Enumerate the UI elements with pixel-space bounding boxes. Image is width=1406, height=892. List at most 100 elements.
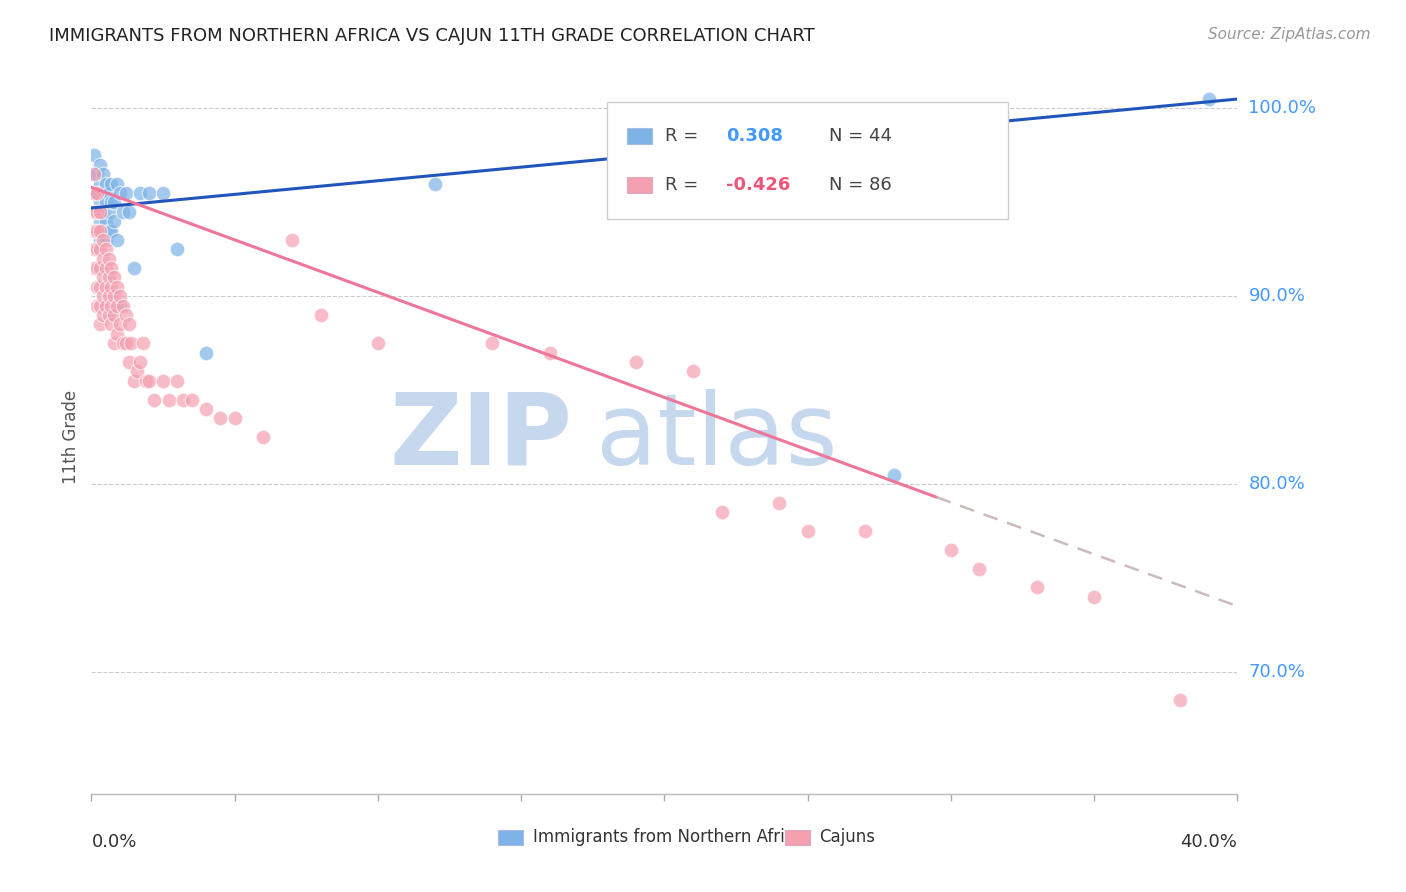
Point bbox=[91, 204, 114, 219]
Point bbox=[83, 204, 105, 219]
Point bbox=[172, 392, 194, 407]
Point bbox=[127, 364, 149, 378]
Point bbox=[97, 223, 120, 237]
Point bbox=[86, 204, 108, 219]
Point bbox=[97, 270, 120, 285]
Point bbox=[1198, 92, 1220, 106]
Text: 70.0%: 70.0% bbox=[1249, 663, 1305, 681]
Point bbox=[111, 299, 134, 313]
Point bbox=[97, 186, 120, 200]
Point bbox=[1083, 590, 1105, 604]
Point bbox=[105, 177, 128, 191]
Point bbox=[105, 326, 128, 341]
Point bbox=[94, 177, 117, 191]
Point bbox=[86, 223, 108, 237]
Point bbox=[157, 392, 180, 407]
Point bbox=[94, 214, 117, 228]
Point bbox=[97, 308, 120, 322]
Point bbox=[114, 186, 136, 200]
Text: N = 86: N = 86 bbox=[830, 176, 891, 194]
Point bbox=[103, 214, 125, 228]
Point bbox=[108, 186, 131, 200]
Point bbox=[86, 186, 108, 200]
Point bbox=[100, 223, 122, 237]
Point bbox=[91, 270, 114, 285]
Point bbox=[86, 261, 108, 276]
Point bbox=[281, 233, 304, 247]
Point bbox=[83, 186, 105, 200]
Point bbox=[94, 280, 117, 294]
Point bbox=[89, 204, 111, 219]
Point bbox=[100, 299, 122, 313]
Point bbox=[166, 374, 188, 388]
Point bbox=[117, 355, 139, 369]
Point bbox=[117, 318, 139, 332]
Point bbox=[152, 186, 174, 200]
Point bbox=[121, 336, 143, 351]
Point bbox=[105, 299, 128, 313]
Point bbox=[796, 524, 818, 538]
Point bbox=[309, 308, 332, 322]
Point bbox=[224, 411, 246, 425]
Point bbox=[89, 214, 111, 228]
Point bbox=[117, 204, 139, 219]
Point bbox=[367, 336, 389, 351]
Point bbox=[969, 561, 991, 575]
Point bbox=[89, 177, 111, 191]
Point bbox=[86, 186, 108, 200]
Point bbox=[209, 411, 232, 425]
Point bbox=[83, 242, 105, 256]
Point bbox=[86, 280, 108, 294]
Point bbox=[103, 336, 125, 351]
Text: 40.0%: 40.0% bbox=[1181, 833, 1237, 851]
Point bbox=[108, 318, 131, 332]
Point bbox=[180, 392, 202, 407]
Point bbox=[89, 299, 111, 313]
Point bbox=[89, 158, 111, 172]
Point bbox=[103, 195, 125, 210]
Point bbox=[138, 374, 160, 388]
Point bbox=[124, 261, 146, 276]
Text: 0.308: 0.308 bbox=[727, 128, 783, 145]
Point bbox=[91, 223, 114, 237]
Point bbox=[166, 242, 188, 256]
Point bbox=[83, 223, 105, 237]
Point bbox=[89, 318, 111, 332]
Point bbox=[94, 299, 117, 313]
Text: IMMIGRANTS FROM NORTHERN AFRICA VS CAJUN 11TH GRADE CORRELATION CHART: IMMIGRANTS FROM NORTHERN AFRICA VS CAJUN… bbox=[49, 27, 815, 45]
Point bbox=[91, 308, 114, 322]
Text: Source: ZipAtlas.com: Source: ZipAtlas.com bbox=[1208, 27, 1371, 42]
Point bbox=[100, 318, 122, 332]
Point bbox=[108, 289, 131, 303]
Point bbox=[853, 524, 876, 538]
Point bbox=[86, 299, 108, 313]
Point bbox=[103, 289, 125, 303]
Point bbox=[89, 242, 111, 256]
Point bbox=[114, 308, 136, 322]
Point bbox=[94, 261, 117, 276]
Text: Cajuns: Cajuns bbox=[820, 829, 875, 847]
Point bbox=[624, 355, 647, 369]
Point bbox=[94, 242, 117, 256]
Point bbox=[111, 336, 134, 351]
Text: 100.0%: 100.0% bbox=[1249, 99, 1316, 118]
Point bbox=[538, 345, 561, 359]
Point bbox=[89, 223, 111, 237]
Point bbox=[132, 336, 155, 351]
Point bbox=[114, 336, 136, 351]
Text: -0.426: -0.426 bbox=[727, 176, 790, 194]
Point bbox=[100, 177, 122, 191]
Point bbox=[105, 233, 128, 247]
Point bbox=[91, 233, 114, 247]
Point bbox=[939, 542, 962, 557]
Point bbox=[194, 401, 217, 416]
Point bbox=[129, 355, 152, 369]
Point bbox=[86, 242, 108, 256]
Point bbox=[1025, 580, 1047, 594]
Point bbox=[83, 167, 105, 181]
Point bbox=[91, 289, 114, 303]
Point bbox=[100, 280, 122, 294]
Text: R =: R = bbox=[665, 128, 699, 145]
Text: R =: R = bbox=[665, 176, 699, 194]
Point bbox=[710, 505, 733, 519]
